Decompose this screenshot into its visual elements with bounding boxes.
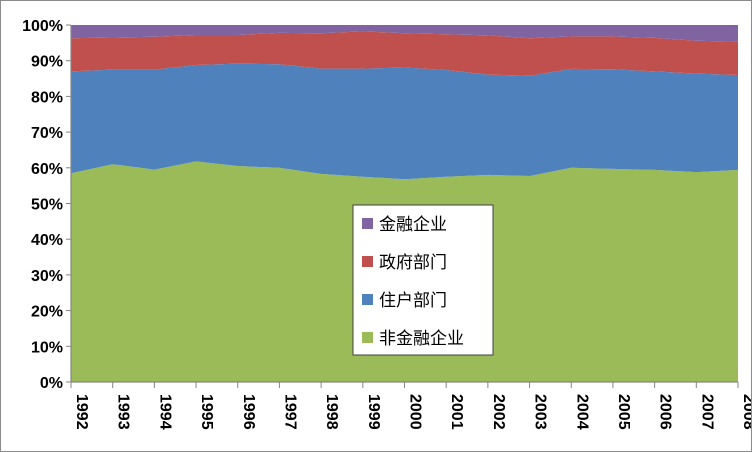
area-series-2 [71,31,738,76]
x-tick-label: 1993 [115,394,132,430]
legend-swatch [362,256,373,267]
y-tick-label: 20% [31,304,63,321]
x-tick-label: 2002 [490,394,507,430]
y-tick-label: 50% [31,197,63,214]
x-tick-label: 2001 [448,394,465,430]
x-tick-label: 2004 [573,394,590,430]
area-series-3 [71,25,738,42]
legend-label: 政府部门 [379,253,447,273]
y-tick-label: 80% [31,89,63,106]
x-tick-label: 1992 [73,394,90,430]
x-tick-label: 1998 [323,394,340,430]
x-tick-label: 2005 [615,394,632,430]
y-tick-label: 100% [22,18,63,35]
y-tick-label: 40% [31,232,63,249]
y-tick-label: 70% [31,125,63,142]
x-tick-label: 2000 [407,394,424,430]
y-tick-label: 10% [31,339,63,356]
x-tick-label: 2006 [657,394,674,430]
x-tick-label: 1994 [156,394,173,430]
y-tick-label: 60% [31,161,63,178]
legend-label: 住户部门 [379,291,447,311]
legend-box [352,204,494,356]
legend-label: 金融企业 [379,215,447,235]
area-series-1 [71,63,738,180]
x-tick-label: 1995 [198,394,215,430]
x-tick-label: 1999 [365,394,382,430]
x-tick-label: 2008 [740,394,751,430]
legend-label: 非金融企业 [379,329,464,349]
x-tick-label: 1997 [281,394,298,430]
y-tick-label: 90% [31,54,63,71]
legend-swatch [362,218,373,229]
y-tick-label: 30% [31,268,63,285]
x-tick-label: 2003 [532,394,549,430]
y-tick-label: 0% [40,375,63,392]
x-tick-label: 1996 [240,394,257,430]
x-tick-label: 2007 [698,394,715,430]
legend-swatch [362,294,373,305]
legend-swatch [362,332,373,343]
